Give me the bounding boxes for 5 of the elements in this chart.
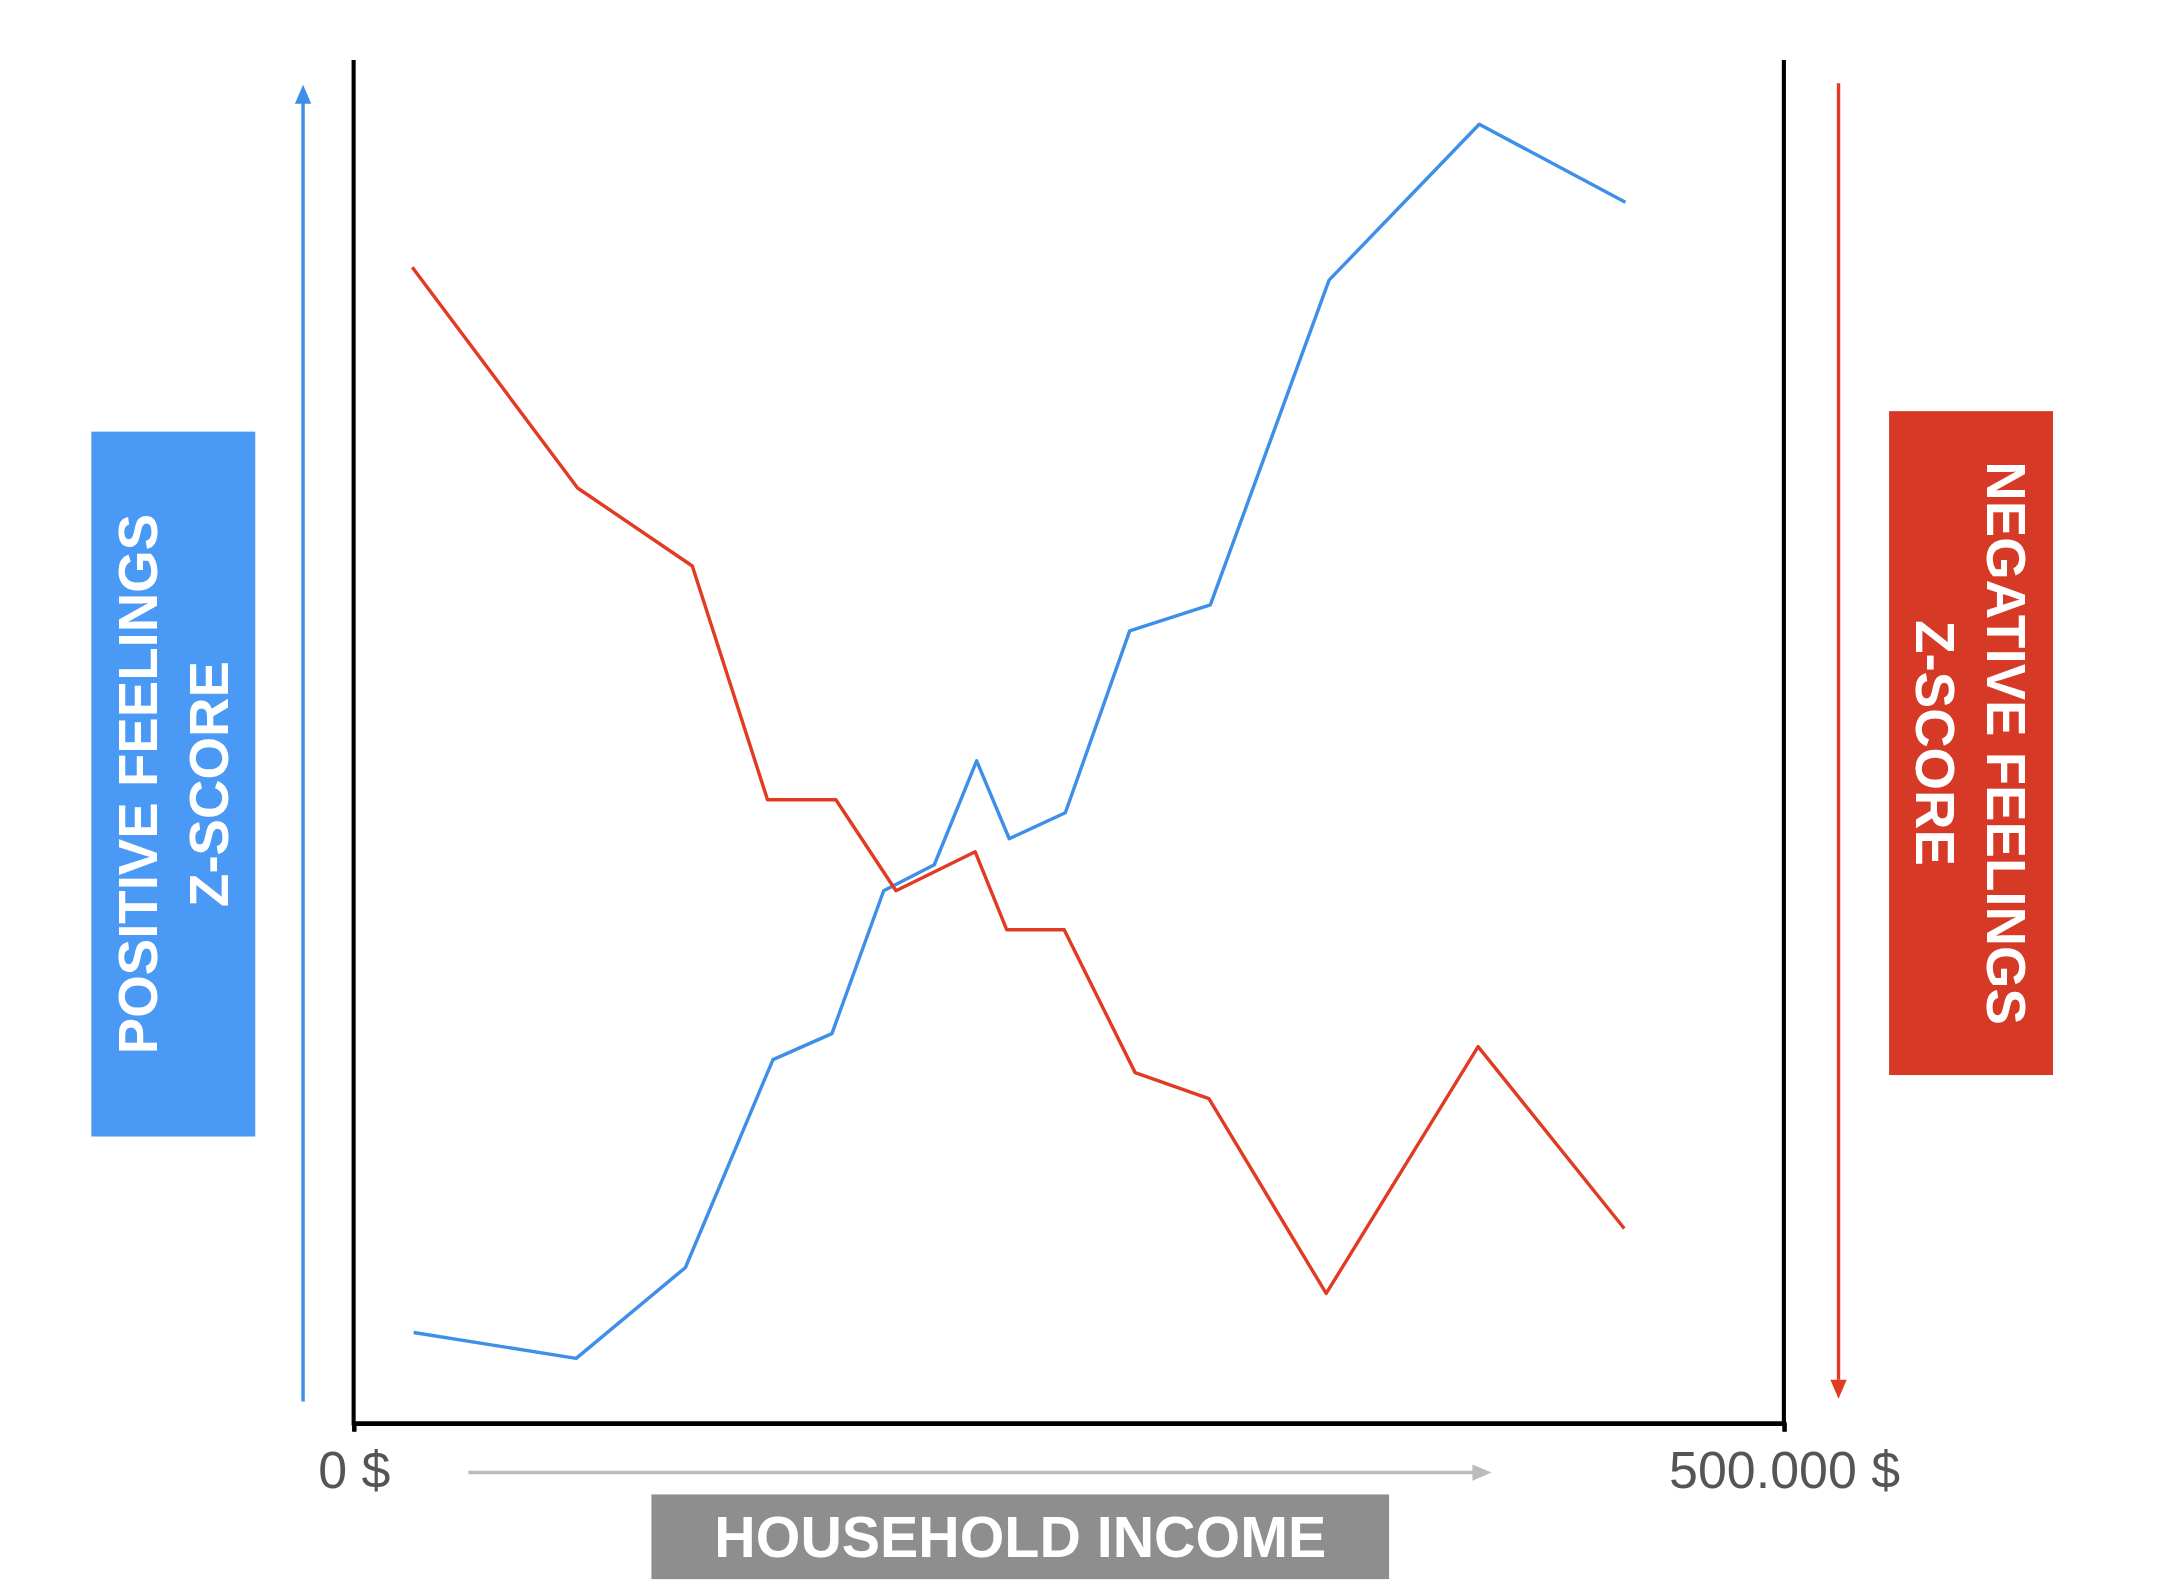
- x-tick-label: 500.000 $: [1669, 1440, 1901, 1499]
- y2-axis-title: NEGATIVE FEELINGS Z-SCORE: [1904, 461, 2037, 1025]
- x-tick-label: 0 $: [318, 1440, 391, 1499]
- y-axis-title: POSITIVE FEELINGS Z-SCORE: [107, 513, 240, 1055]
- x-axis-title: HOUSEHOLD INCOME: [714, 1504, 1327, 1569]
